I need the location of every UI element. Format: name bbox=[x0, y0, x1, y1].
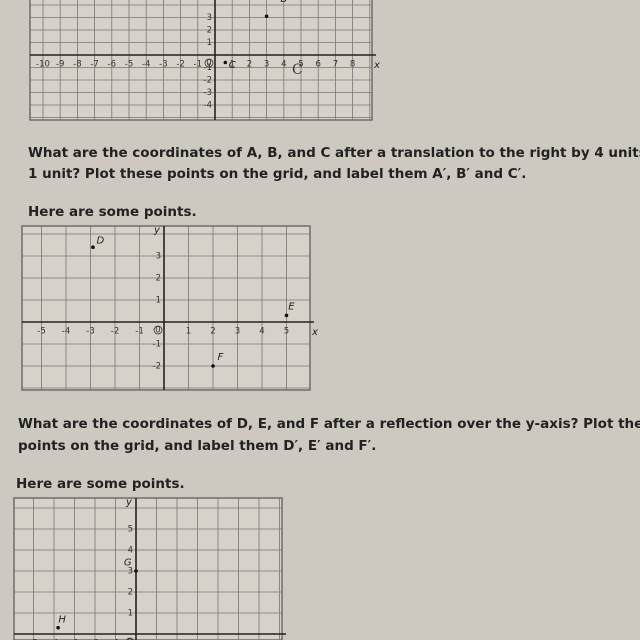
point bbox=[223, 60, 228, 65]
x-tick-label: 4 bbox=[259, 327, 264, 337]
x-tick-label: 7 bbox=[333, 60, 338, 70]
point bbox=[284, 313, 289, 318]
intro: Here are some points. bbox=[28, 204, 197, 220]
origin-circle bbox=[204, 58, 214, 68]
x-tick-label: -8 bbox=[73, 60, 81, 70]
x-tick-label: -5 bbox=[29, 639, 37, 640]
origin-circle bbox=[153, 325, 163, 335]
x-axis-label: x bbox=[311, 327, 318, 338]
x-tick-label: 5 bbox=[298, 60, 303, 70]
x-tick-label: -1 bbox=[135, 327, 143, 337]
point-label: C bbox=[229, 60, 236, 71]
origin-circle bbox=[126, 637, 134, 640]
grid-box bbox=[29, 0, 373, 121]
x-tick-label: -5 bbox=[37, 327, 45, 337]
y-tick-label: 1 bbox=[156, 296, 161, 306]
x-tick-label: 2 bbox=[210, 327, 215, 337]
question-line: What are the coordinates of A, B, and C … bbox=[28, 145, 640, 161]
x-tick-label: 8 bbox=[350, 60, 355, 70]
y-tick-label: 3 bbox=[128, 567, 133, 577]
x-tick-label: -2 bbox=[176, 60, 184, 70]
x-tick-label: -6 bbox=[108, 60, 116, 70]
origin-label: 0 bbox=[127, 638, 132, 640]
y-tick-label: 4 bbox=[128, 546, 133, 556]
x-tick-label: 1 bbox=[229, 60, 234, 70]
point-label: G bbox=[124, 558, 132, 569]
y-tick-label: -2 bbox=[204, 76, 212, 86]
x-axis-label: x bbox=[373, 60, 380, 71]
point bbox=[56, 625, 60, 630]
y-axis-label: y bbox=[125, 497, 133, 508]
x-tick-label: -3 bbox=[86, 327, 94, 337]
question-line: points on the grid, and label them D′, E… bbox=[18, 438, 376, 454]
y-tick-label: 2 bbox=[128, 588, 133, 598]
grid-box bbox=[21, 225, 311, 391]
y-tick-label: -4 bbox=[204, 101, 212, 111]
point-label: F bbox=[217, 352, 223, 363]
x-tick-label: 2 bbox=[247, 60, 252, 70]
y-tick-label: -1 bbox=[204, 63, 212, 73]
point-label: D bbox=[96, 236, 104, 247]
y-tick-label: -2 bbox=[153, 362, 161, 372]
point bbox=[211, 364, 215, 368]
x-tick-label: 3 bbox=[264, 60, 269, 70]
x-tick-label: -10 bbox=[36, 60, 50, 70]
x-tick-label: -4 bbox=[62, 327, 70, 337]
y-tick-label: -3 bbox=[204, 88, 212, 98]
x-tick-label: 1 bbox=[186, 327, 191, 337]
x-tick-label: -2 bbox=[91, 639, 99, 640]
x-tick-label: 3 bbox=[235, 327, 240, 337]
x-tick-label: 6 bbox=[315, 60, 320, 70]
y-tick-label: 3 bbox=[156, 252, 161, 262]
y-tick-label: 1 bbox=[128, 609, 133, 619]
x-tick-label: -1 bbox=[111, 639, 119, 640]
y-tick-label: 2 bbox=[156, 274, 161, 284]
x-tick-label: -2 bbox=[111, 327, 119, 337]
y-tick-label: -1 bbox=[153, 340, 161, 350]
y-tick-label: 3 bbox=[207, 13, 212, 23]
point-label: B bbox=[280, 0, 287, 5]
y-tick-label: 2 bbox=[207, 26, 212, 36]
handwritten-label: C bbox=[292, 62, 303, 78]
y-tick-label: 5 bbox=[128, 525, 133, 535]
x-tick-label: -9 bbox=[56, 60, 64, 70]
y-axis-label: y bbox=[153, 225, 161, 236]
x-tick-label: -1 bbox=[194, 60, 202, 70]
x-tick-label: -5 bbox=[125, 60, 133, 70]
point bbox=[134, 569, 138, 573]
question-line: What are the coordinates of D, E, and F … bbox=[18, 416, 640, 432]
intro: Here are some points. bbox=[16, 476, 185, 492]
grid-box bbox=[13, 497, 283, 640]
point bbox=[91, 245, 95, 249]
y-tick-label: 1 bbox=[207, 38, 212, 48]
point bbox=[264, 14, 269, 19]
x-tick-label: 4 bbox=[281, 60, 286, 70]
point-label: E bbox=[288, 302, 295, 313]
x-tick-label: -3 bbox=[159, 60, 167, 70]
x-tick-label: -7 bbox=[90, 60, 98, 70]
origin-label: 0 bbox=[206, 59, 211, 69]
question-line: 1 unit? Plot these points on the grid, a… bbox=[28, 166, 526, 182]
x-tick-label: -4 bbox=[50, 639, 58, 640]
x-tick-label: -3 bbox=[70, 639, 78, 640]
x-tick-label: 5 bbox=[284, 327, 289, 337]
x-tick-label: -4 bbox=[142, 60, 150, 70]
point-label: H bbox=[58, 614, 66, 625]
origin-label: 0 bbox=[155, 326, 160, 336]
